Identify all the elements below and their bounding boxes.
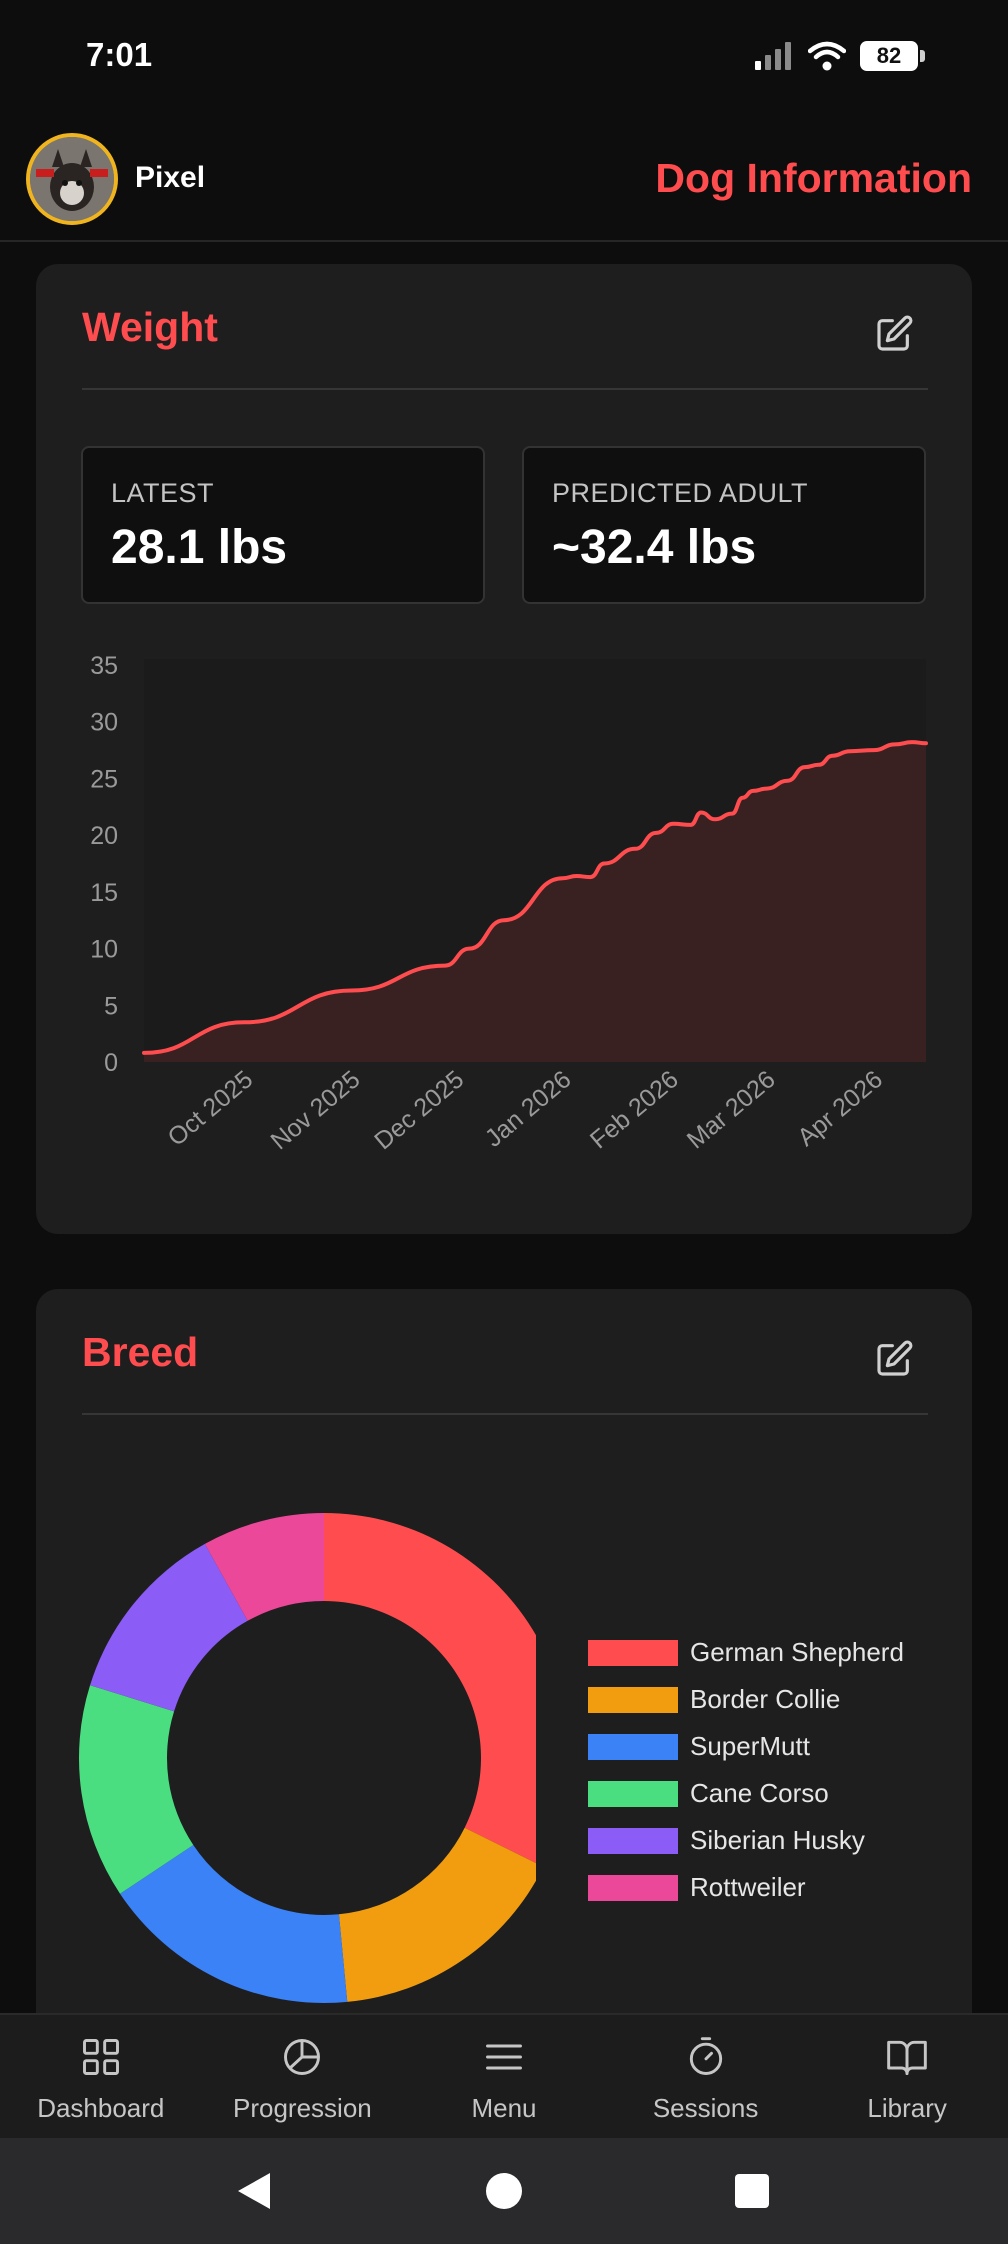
x-tick-label: Dec 2025 (369, 1065, 469, 1155)
legend-item[interactable]: Siberian Husky (588, 1817, 904, 1864)
legend-swatch (588, 1874, 678, 1901)
legend-swatch (588, 1780, 678, 1807)
y-tick-label: 15 (90, 879, 118, 907)
weight-card-divider (82, 388, 928, 390)
nav-sessions[interactable]: Sessions (605, 2015, 807, 2138)
donut-slice[interactable] (120, 1844, 348, 2003)
legend-swatch (588, 1827, 678, 1854)
legend-swatch (588, 1639, 678, 1666)
nav-label: Menu (471, 2093, 537, 2123)
battery-icon: 82 (860, 41, 925, 71)
legend-label: Border Collie (690, 1684, 841, 1714)
legend-swatch (588, 1733, 678, 1760)
stopwatch-icon (689, 2037, 722, 2075)
legend-item[interactable]: Border Collie (588, 1676, 904, 1723)
status-bar: 7:01 82 (0, 0, 1008, 115)
breed-card-divider (82, 1413, 928, 1415)
breed-legend: German Shepherd Border Collie SuperMutt Can… (588, 1629, 904, 1911)
edit-icon (877, 1340, 913, 1376)
dog-photo-icon (30, 137, 114, 221)
y-tick-label: 10 (90, 936, 118, 964)
pie-chart-icon (284, 2039, 321, 2075)
x-tick-label: Oct 2025 (162, 1065, 258, 1152)
legend-label: German Shepherd (690, 1637, 904, 1667)
latest-weight-box: LATEST 28.1 lbs (81, 446, 485, 604)
edit-weight-button[interactable] (872, 312, 916, 356)
signal-icon (755, 42, 791, 70)
donut-slice[interactable] (324, 1513, 536, 1867)
nav-label: Progression (233, 2093, 372, 2123)
nav-dashboard[interactable]: Dashboard (0, 2015, 202, 2138)
book-icon (887, 2040, 927, 2075)
legend-item[interactable]: Cane Corso (588, 1770, 904, 1817)
predicted-weight-value: ~32.4 lbs (552, 521, 757, 574)
nav-progression[interactable]: Progression (202, 2015, 404, 2138)
avatar[interactable] (26, 133, 118, 225)
legend-label: SuperMutt (690, 1731, 810, 1761)
menu-icon (486, 2044, 522, 2070)
predicted-weight-box: PREDICTED ADULT ~32.4 lbs (522, 446, 926, 604)
breed-card: Breed German Shepherd Border Collie SuperM… (36, 1289, 972, 2049)
battery-level: 82 (876, 43, 902, 68)
breed-donut-chart (78, 1513, 536, 2003)
edit-icon (877, 315, 913, 351)
y-tick-label: 25 (90, 765, 118, 793)
weight-chart: 0 5 10 15 20 25 30 35 Oct 2025 Nov 2025 Dec 2025 Ja… (90, 652, 928, 1155)
plot-area (144, 659, 926, 1062)
legend-item[interactable]: German Shepherd (588, 1629, 904, 1676)
x-tick-label: Jan 2026 (480, 1065, 577, 1153)
predicted-weight-label: PREDICTED ADULT (552, 478, 809, 508)
donut-slice[interactable] (78, 1685, 194, 1894)
nav-menu[interactable]: Menu (403, 2015, 605, 2138)
status-icons: 82 (754, 38, 925, 74)
nav-label: Dashboard (37, 2093, 165, 2123)
nav-library[interactable]: Library (806, 2015, 1008, 2138)
legend-label: Rottweiler (690, 1872, 806, 1902)
legend-swatch (588, 1686, 678, 1713)
bottom-nav: Dashboard Progression Menu Sessions Libr… (0, 2013, 1008, 2138)
y-tick-label: 0 (104, 1049, 118, 1077)
legend-item[interactable]: Rottweiler (588, 1864, 904, 1911)
y-tick-label: 5 (104, 992, 118, 1020)
breed-card-title: Breed (82, 1329, 199, 1375)
recents-icon[interactable] (734, 2173, 770, 2209)
back-icon[interactable] (234, 2171, 274, 2211)
grid-icon (82, 2039, 119, 2075)
page-title: Dog Information (655, 155, 972, 201)
x-tick-label: Apr 2026 (792, 1065, 888, 1152)
app-header: Pixel Dog Information (0, 115, 1008, 242)
nav-label: Library (867, 2093, 947, 2123)
y-tick-label: 20 (90, 822, 118, 850)
donut-slice[interactable] (204, 1513, 324, 1621)
home-icon[interactable] (485, 2172, 523, 2210)
donut-slice[interactable] (338, 1827, 536, 2002)
legend-label: Cane Corso (690, 1778, 829, 1808)
weight-card: Weight LATEST 28.1 lbs PREDICTED ADULT ~… (36, 264, 972, 1234)
dog-name: Pixel (135, 161, 206, 194)
legend-item[interactable]: SuperMutt (588, 1723, 904, 1770)
weight-line (142, 740, 928, 1055)
weight-card-title: Weight (82, 304, 218, 350)
donut-slice[interactable] (90, 1543, 248, 1712)
system-nav-bar (0, 2138, 1008, 2244)
x-tick-label: Feb 2026 (585, 1065, 684, 1154)
x-tick-label: Nov 2025 (265, 1065, 365, 1155)
x-tick-label: Mar 2026 (682, 1065, 781, 1154)
edit-breed-button[interactable] (872, 1337, 916, 1381)
wifi-icon (808, 41, 846, 71)
nav-label: Sessions (652, 2093, 759, 2123)
y-tick-label: 30 (90, 709, 118, 737)
latest-weight-value: 28.1 lbs (111, 521, 288, 574)
status-time: 7:01 (86, 36, 153, 73)
latest-weight-label: LATEST (111, 478, 215, 508)
legend-label: Siberian Husky (690, 1825, 865, 1855)
y-tick-label: 35 (90, 652, 118, 680)
weight-area-fill (144, 742, 926, 1062)
